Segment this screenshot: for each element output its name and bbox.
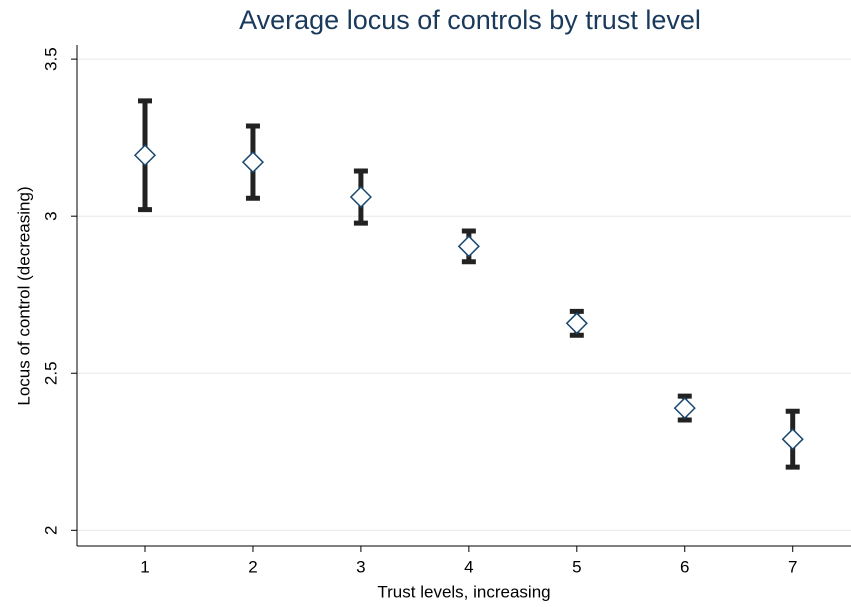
- x-tick-label: 3: [356, 557, 365, 576]
- x-tick-label: 2: [248, 557, 257, 576]
- marker: [457, 235, 480, 258]
- y-tick-label: 2: [41, 526, 60, 535]
- x-axis-label: Trust levels, increasing: [377, 582, 550, 601]
- marker: [133, 144, 157, 167]
- x-tick-label: 7: [788, 557, 797, 576]
- x-tick-label: 5: [572, 557, 581, 576]
- x-tick-label: 1: [140, 557, 149, 576]
- x-tick-label: 6: [680, 557, 689, 576]
- y-tick-label: 3.5: [41, 47, 60, 71]
- y-tick-label: 2.5: [41, 361, 60, 385]
- x-tick-label: 4: [464, 557, 473, 576]
- chart-title: Average locus of controls by trust level: [239, 5, 701, 35]
- marker: [673, 397, 696, 420]
- y-tick-label: 3: [41, 211, 60, 220]
- marker: [349, 185, 372, 209]
- marker: [565, 312, 588, 335]
- marker: [781, 428, 804, 451]
- marker: [241, 151, 265, 174]
- y-axis-label: Locus of control (decreasing): [14, 186, 33, 405]
